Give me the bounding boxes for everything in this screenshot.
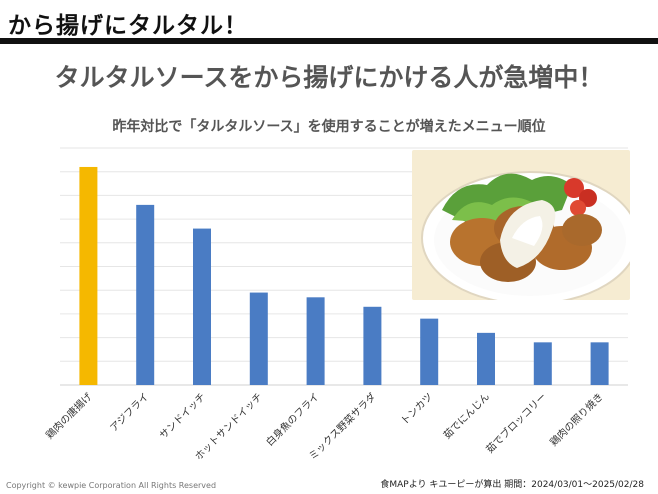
x-tick-label: 茹でブロッコリー bbox=[483, 390, 549, 456]
chart-subtitle: 昨年対比で「タルタルソース」を使用することが増えたメニュー順位 bbox=[112, 119, 546, 135]
bar-9 bbox=[533, 342, 552, 385]
bar-5 bbox=[306, 297, 325, 385]
x-tick-label: 白身魚のフライ bbox=[263, 390, 322, 449]
bar-7 bbox=[420, 318, 439, 385]
x-tick-label: トンカツ bbox=[399, 391, 436, 428]
x-tick-label: サンドイッチ bbox=[157, 391, 208, 442]
bar-8 bbox=[477, 332, 495, 385]
bar-2 bbox=[136, 204, 155, 385]
copyright-notice: Copyright © kewpie Corporation All Right… bbox=[6, 481, 217, 490]
headline: タルタルソースをから揚げにかける人が急増中！ bbox=[54, 63, 604, 92]
bar-6 bbox=[363, 306, 382, 385]
bar-1 bbox=[79, 166, 98, 385]
slide-title: から揚げにタルタル！ bbox=[8, 13, 248, 39]
x-tick-label: 茹でにんじん bbox=[441, 390, 493, 442]
title-divider bbox=[0, 38, 658, 44]
x-tick-label: アジフライ bbox=[108, 391, 152, 435]
fried-chicken-plate-illustration bbox=[421, 171, 630, 300]
x-tick-label: 鶏肉の照り焼き bbox=[547, 390, 606, 449]
bar-4 bbox=[249, 292, 268, 385]
x-tick-label: 鶏肉の唐揚げ bbox=[43, 390, 95, 442]
bar-3 bbox=[193, 228, 211, 385]
data-source-note: 食MAPより キユーピーが算出 期間：2024/03/01～2025/02/28 bbox=[380, 480, 644, 490]
fried-chicken-photo bbox=[412, 150, 630, 300]
bar-10 bbox=[590, 342, 609, 385]
